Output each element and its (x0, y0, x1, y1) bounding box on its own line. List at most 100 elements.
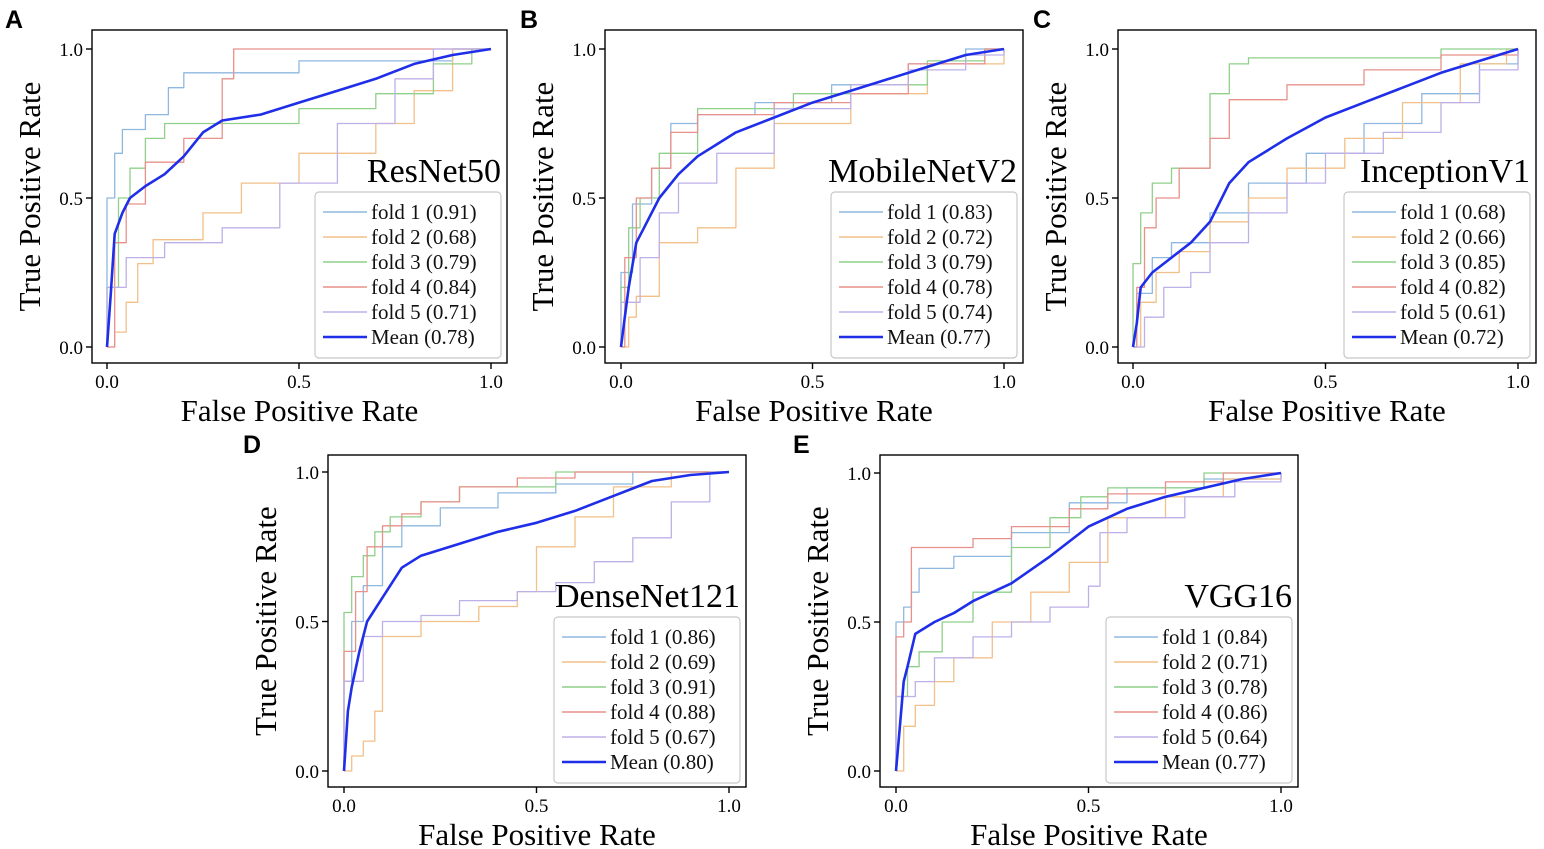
y-tick-label: 0.5 (59, 189, 83, 210)
legend-label: fold 3 (0.85) (1400, 250, 1506, 274)
legend-label: fold 5 (0.74) (887, 300, 993, 324)
legend-label: Mean (0.77) (1162, 750, 1266, 774)
series-line-fold-4 (343, 471, 729, 771)
y-axis-title: True Positive Rate (248, 506, 283, 736)
legend-label: Mean (0.77) (887, 325, 991, 349)
series-line-fold-2 (1133, 48, 1518, 348)
y-tick-label: 1.0 (295, 463, 319, 484)
panel-letter: A (5, 6, 23, 34)
legend-label: fold 2 (0.69) (610, 650, 716, 674)
series-line-fold-5 (343, 471, 729, 771)
series-line-mean (105, 47, 492, 348)
x-axis-title: False Positive Rate (695, 393, 933, 428)
legend-label: fold 4 (0.84) (371, 275, 477, 299)
series-line-fold-4 (895, 472, 1281, 771)
legend-label: fold 5 (0.64) (1162, 725, 1268, 749)
x-tick-label: 1.0 (717, 796, 741, 817)
x-tick-label: 1.0 (992, 372, 1016, 393)
legend-label: fold 3 (0.79) (371, 250, 477, 274)
series-line-fold-3 (620, 48, 1004, 347)
x-tick-label: 1.0 (1269, 796, 1293, 817)
series-line-fold-4 (1133, 49, 1519, 348)
roc-panel-c: C 0.0 0.5 1.0 0.0 0.5 1.0 False Positive Rate Tr… (1033, 6, 1537, 428)
roc-panel-d: D 0.0 0.5 1.0 0.0 0.5 1.0 False Positive Rate Tr… (243, 431, 747, 849)
model-title: VGG16 (1184, 578, 1292, 615)
legend-label: fold 5 (0.71) (371, 300, 477, 324)
series-line-mean (342, 470, 730, 772)
model-title: ResNet50 (367, 153, 501, 190)
series-line-fold-5 (895, 473, 1282, 771)
legend-label: fold 1 (0.68) (1400, 200, 1506, 224)
model-title: DenseNet121 (555, 578, 740, 615)
y-tick-label: 0.5 (847, 613, 871, 634)
y-tick-label: 1.0 (847, 464, 871, 485)
plot-frame (604, 29, 1024, 364)
panel-letter: B (520, 6, 538, 34)
series-line-fold-5 (1133, 49, 1519, 348)
y-tick-label: 0.5 (572, 189, 596, 210)
series-line-mean (894, 471, 1282, 772)
series-line-fold-3 (895, 472, 1281, 771)
legend-label: fold 2 (0.71) (1162, 650, 1268, 674)
y-axis-title: True Positive Rate (525, 82, 560, 312)
legend-label: fold 2 (0.66) (1400, 225, 1506, 249)
plot-frame (1117, 29, 1537, 364)
y-tick-label: 1.0 (59, 40, 83, 61)
series-line-fold-2 (107, 48, 491, 348)
y-tick-label: 0.5 (295, 613, 319, 634)
legend-box (1343, 191, 1531, 359)
series-line-fold-4 (107, 48, 491, 348)
roc-panel-a: A 0.0 0.5 1.0 0.0 0.5 1.0 False Positive Rate Tr… (5, 6, 508, 428)
series-line-fold-1 (106, 48, 491, 347)
model-title: InceptionV1 (1360, 153, 1530, 190)
x-tick-label: 0.5 (1314, 372, 1338, 393)
legend-label: fold 1 (0.83) (887, 200, 993, 224)
y-tick-label: 0.0 (1085, 338, 1109, 359)
x-axis-title: False Positive Rate (418, 817, 656, 849)
legend-label: fold 2 (0.68) (371, 225, 477, 249)
series-line-fold-2 (621, 49, 1005, 348)
legend-label: fold 3 (0.78) (1162, 675, 1268, 699)
x-tick-label: 0.0 (609, 372, 633, 393)
x-tick-label: 0.0 (95, 372, 119, 393)
legend-label: fold 3 (0.79) (887, 250, 993, 274)
x-axis-title: False Positive Rate (1208, 393, 1446, 428)
legend-box (1105, 616, 1293, 784)
x-tick-label: 1.0 (1506, 372, 1530, 393)
y-tick-label: 0.0 (59, 338, 83, 359)
x-tick-label: 0.5 (1077, 796, 1101, 817)
y-axis-title: True Positive Rate (800, 506, 835, 736)
legend-label: fold 4 (0.86) (1162, 700, 1268, 724)
x-tick-label: 0.0 (884, 796, 908, 817)
y-tick-label: 0.0 (295, 762, 319, 783)
legend-label: fold 1 (0.84) (1162, 625, 1268, 649)
series-line-mean (619, 47, 1005, 348)
x-tick-label: 0.5 (287, 372, 311, 393)
series-line-mean (1131, 47, 1519, 348)
series-line-fold-2 (344, 471, 729, 772)
x-tick-label: 0.0 (1121, 372, 1145, 393)
y-axis-title: True Positive Rate (1038, 82, 1073, 312)
series-line-fold-5 (620, 49, 1005, 347)
y-axis-title: True Positive Rate (12, 82, 47, 312)
x-axis-title: False Positive Rate (181, 393, 419, 428)
legend-box (553, 616, 741, 784)
legend-box (830, 191, 1018, 359)
x-tick-label: 0.5 (801, 372, 825, 393)
legend-label: fold 5 (0.61) (1400, 300, 1506, 324)
legend-box (314, 191, 502, 359)
legend-label: Mean (0.72) (1400, 325, 1504, 349)
legend-label: fold 4 (0.78) (887, 275, 993, 299)
model-title: MobileNetV2 (828, 153, 1017, 190)
legend-label: fold 1 (0.86) (610, 625, 716, 649)
y-tick-label: 0.5 (1085, 189, 1109, 210)
legend-label: fold 5 (0.67) (610, 725, 716, 749)
legend-label: fold 2 (0.72) (887, 225, 993, 249)
legend-label: fold 1 (0.91) (371, 200, 477, 224)
x-tick-label: 0.5 (525, 796, 549, 817)
y-tick-label: 1.0 (1085, 40, 1109, 61)
x-tick-label: 0.0 (332, 796, 356, 817)
x-tick-label: 1.0 (479, 372, 503, 393)
series-line-fold-5 (106, 48, 491, 347)
